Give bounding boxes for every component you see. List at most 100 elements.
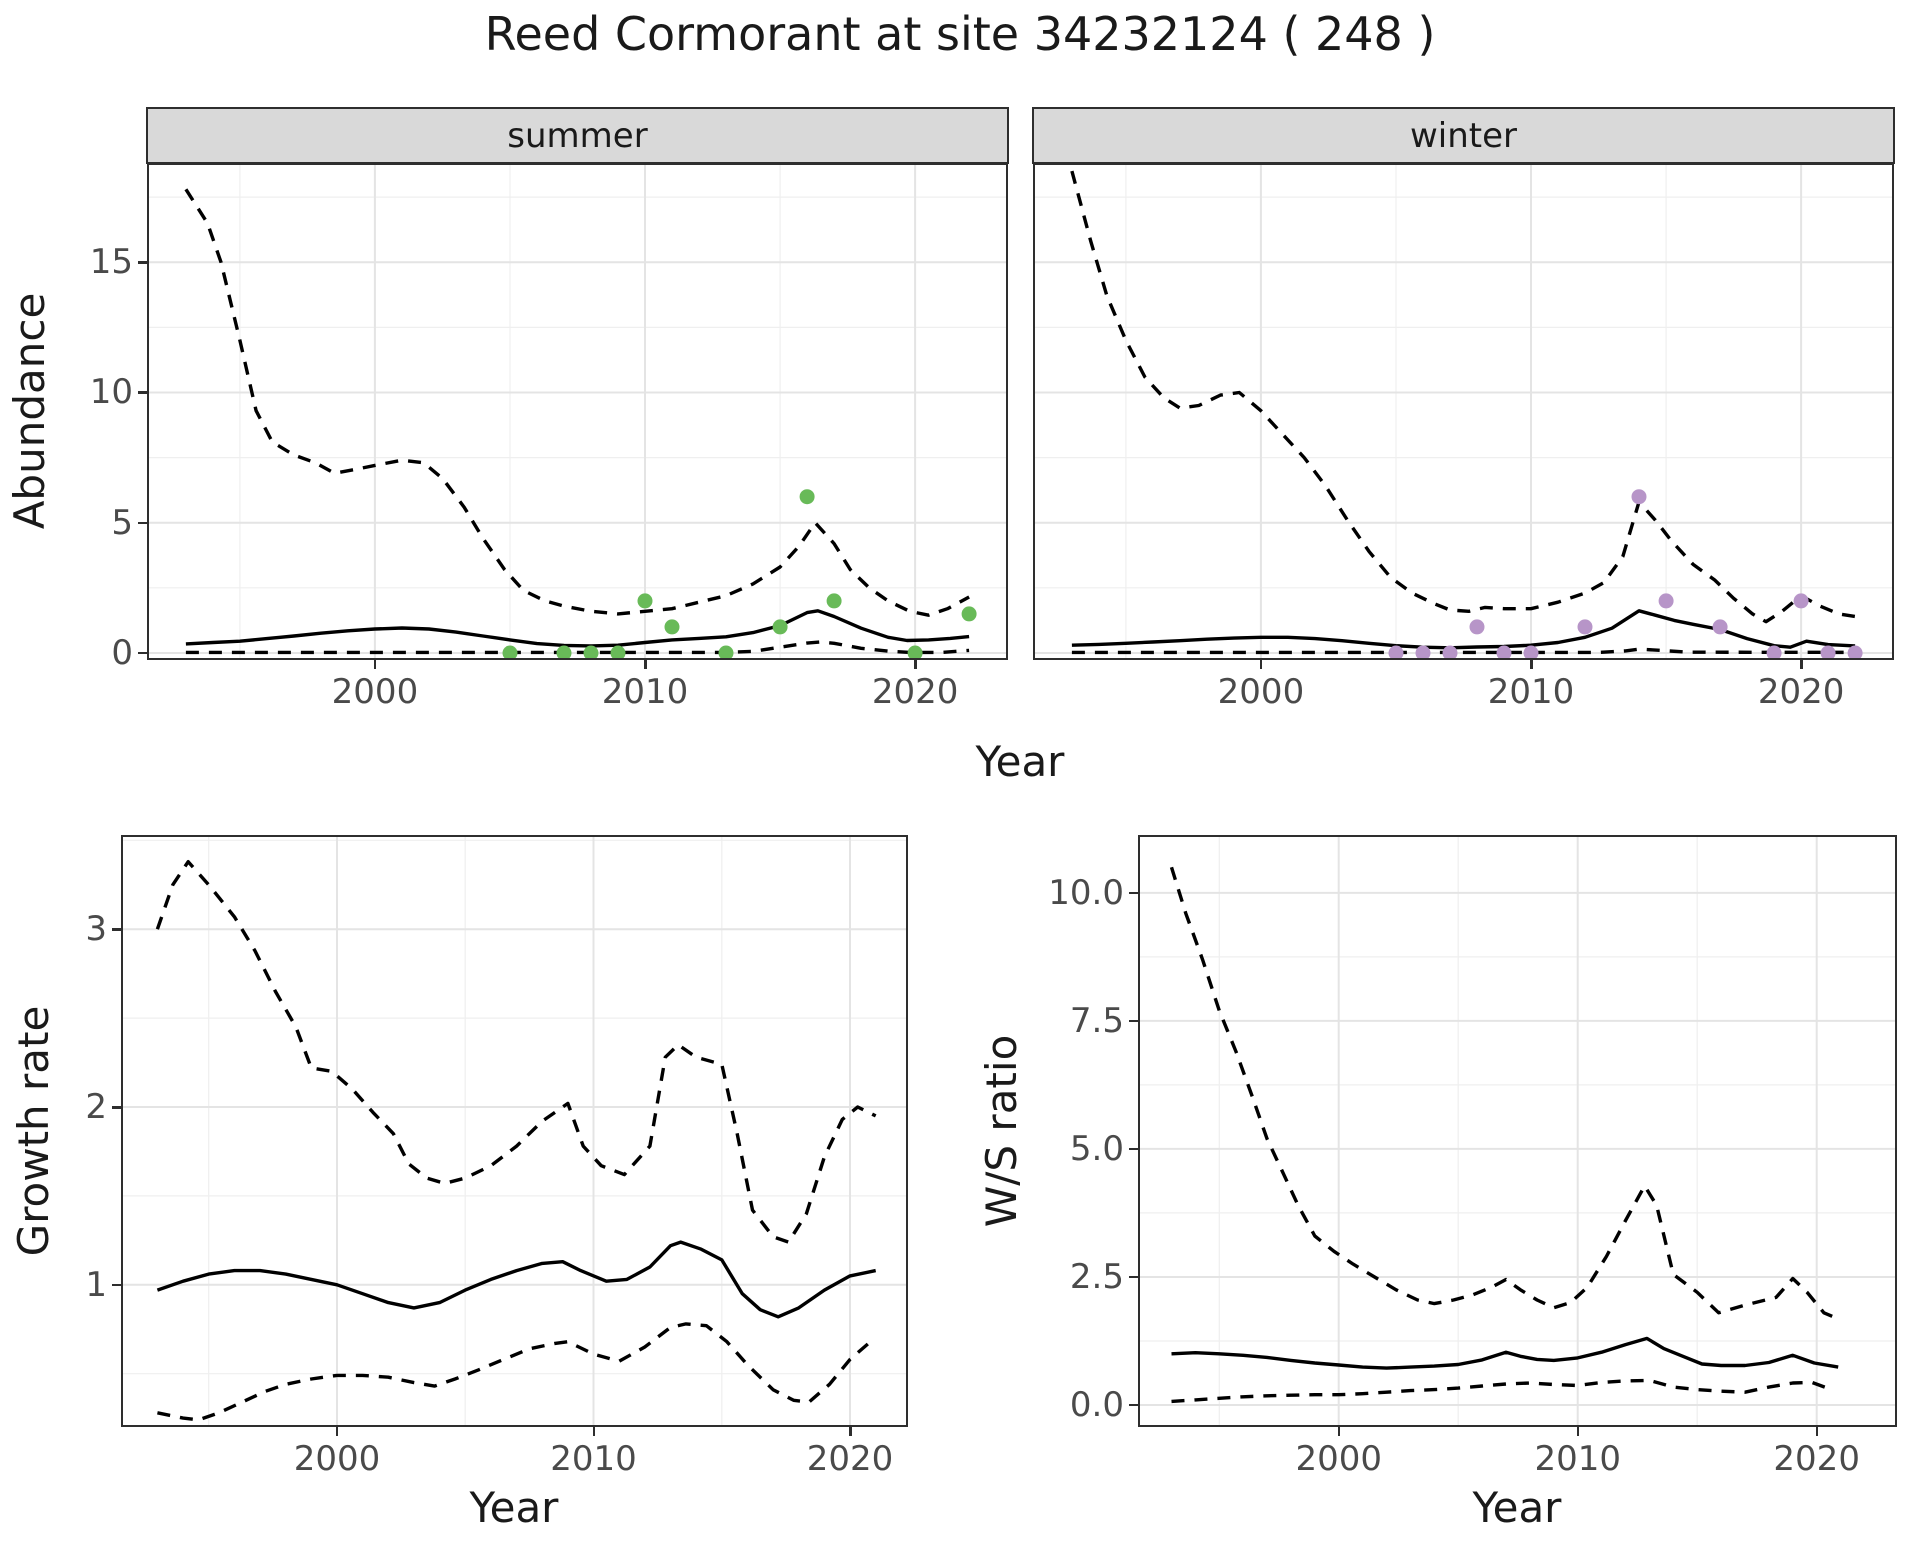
observation-point [1415, 645, 1431, 660]
panel-border [147, 163, 1008, 660]
observation-point [556, 645, 572, 660]
y-tick-label: 0.0 [1069, 1384, 1124, 1425]
observation-point [799, 489, 815, 505]
x-tick-mark [592, 1427, 595, 1436]
y-tick-mark [1129, 1275, 1138, 1279]
observation-point [1469, 619, 1485, 635]
y-tick-mark [112, 1106, 121, 1109]
x-tick-mark [644, 660, 647, 669]
observation-point [1712, 619, 1728, 635]
x-tick-label: 2020 [1757, 672, 1845, 712]
abundance-summer-panel [147, 163, 1008, 660]
y-tick-label: 2.5 [1069, 1256, 1124, 1297]
x-tick-mark [1337, 1427, 1341, 1436]
series-fit-line [185, 609, 970, 648]
series-fit-line [1071, 609, 1856, 650]
y-tick-label: 2 [85, 1087, 107, 1127]
x-tick-mark [914, 660, 917, 669]
y-tick-mark [138, 651, 147, 655]
panel-border [1033, 163, 1894, 660]
panel-border [121, 835, 908, 1427]
observation-point [1496, 645, 1512, 660]
y-tick-label: 7.5 [1069, 1000, 1124, 1041]
observation-point [1766, 645, 1782, 660]
x-tick-label: 2000 [293, 1439, 381, 1479]
x-tick-label: 2000 [1295, 1439, 1382, 1479]
facet-strip-winter-label: winter [1409, 115, 1518, 156]
x-tick-mark [1530, 660, 1533, 669]
y-tick-label: 15 [89, 242, 133, 283]
y-tick-label: 0 [111, 632, 133, 673]
abundance-winter-panel [1033, 163, 1894, 660]
observation-point [1442, 645, 1458, 660]
observation-point [610, 645, 626, 660]
x-axis-title-ws-ratio: Year [1472, 1483, 1562, 1532]
x-tick-label: 2010 [550, 1439, 637, 1479]
observation-point [1523, 645, 1539, 660]
facet-strip-winter: winter [1032, 107, 1895, 164]
y-tick-mark [1129, 891, 1138, 895]
observation-point [826, 593, 842, 609]
observation-point [1658, 593, 1674, 609]
observation-point [583, 645, 599, 660]
x-tick-label: 2000 [331, 672, 419, 712]
y-tick-mark [138, 521, 147, 525]
observation-point [772, 619, 788, 635]
y-tick-mark [112, 928, 121, 931]
facet-strip-summer: summer [146, 107, 1009, 164]
series-fit-line [1171, 1336, 1839, 1370]
series-upper_ci-line [155, 860, 877, 1244]
x-tick-mark [1259, 660, 1263, 669]
observation-point [961, 606, 977, 622]
observation-point [664, 619, 680, 635]
series-upper_ci-line [1070, 170, 1856, 624]
observation-point [637, 593, 653, 609]
x-tick-label: 2010 [601, 672, 689, 712]
observation-point [718, 645, 734, 660]
facet-strip-summer-label: summer [507, 115, 648, 156]
x-tick-label: 2020 [806, 1439, 894, 1479]
series-lower_ci-line [1071, 647, 1856, 655]
y-tick-label: 5 [111, 502, 133, 543]
x-tick-label: 2020 [1773, 1439, 1860, 1479]
series-lower_ci-line [157, 1322, 872, 1422]
y-tick-mark [112, 1283, 121, 1287]
x-tick-mark [373, 660, 377, 669]
y-tick-label: 3 [85, 909, 107, 950]
observation-point [1388, 645, 1404, 660]
series-lower_ci-line [1171, 1378, 1830, 1404]
x-tick-mark [1800, 660, 1803, 669]
x-axis-title-top: Year [975, 737, 1065, 786]
x-tick-mark [335, 1427, 339, 1436]
x-tick-label: 2010 [1534, 1439, 1621, 1479]
ws-ratio-panel [1138, 835, 1897, 1427]
observation-point [1631, 489, 1647, 505]
observation-point [907, 645, 923, 660]
x-tick-label: 2010 [1487, 672, 1575, 712]
x-tick-label: 2000 [1217, 672, 1305, 712]
series-lower_ci-line [185, 640, 970, 655]
series-upper_ci-line [1169, 866, 1837, 1320]
panel-border [1138, 835, 1897, 1427]
y-tick-label: 5.0 [1069, 1128, 1124, 1169]
x-axis-title-growth-rate: Year [469, 1483, 559, 1532]
y-tick-mark [1129, 1147, 1138, 1151]
y-tick-label: 10 [89, 372, 133, 413]
y-tick-mark [1129, 1019, 1138, 1023]
observation-point [502, 645, 518, 660]
y-tick-label: 1 [85, 1264, 107, 1305]
y-tick-mark [138, 391, 147, 394]
x-tick-label: 2020 [871, 672, 959, 712]
y-tick-mark [138, 261, 147, 264]
x-tick-mark [849, 1427, 852, 1436]
observation-point [1793, 593, 1809, 609]
series-upper_ci-line [184, 188, 970, 617]
growth-rate-panel [121, 835, 908, 1427]
y-tick-label: 10.0 [1048, 872, 1124, 913]
x-tick-mark [1815, 1427, 1819, 1436]
observation-point [1820, 645, 1836, 660]
x-tick-mark [1576, 1427, 1580, 1436]
observation-point [1847, 645, 1863, 660]
series-fit-line [156, 1240, 877, 1319]
